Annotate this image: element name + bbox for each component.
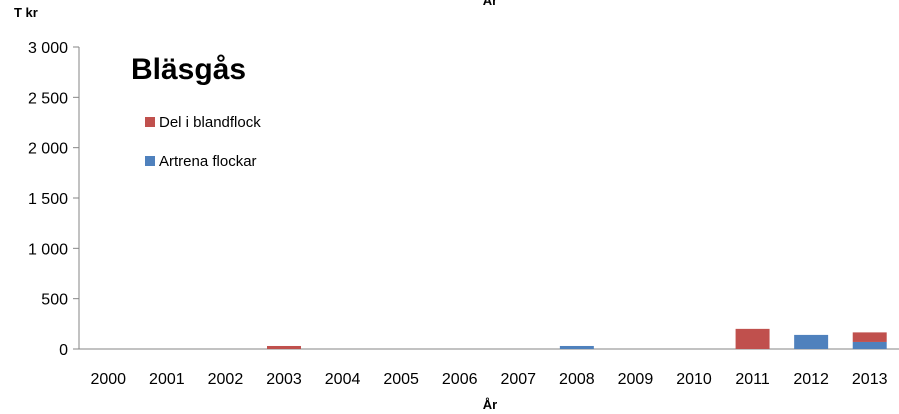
x-tick-label: 2011 [735, 371, 770, 388]
bar-del-i-blandflock-2013 [852, 332, 887, 342]
x-tick-label: 2009 [618, 371, 654, 388]
bar-del-i-blandflock-2011 [735, 328, 770, 349]
y-axis: 0 500 1 000 1 500 2 000 2 500 3 000 [28, 40, 80, 359]
bar-artrena-flockar-2008 [559, 345, 594, 349]
bar-artrena-flockar-2012 [794, 334, 829, 349]
x-tick-label: 2000 [90, 371, 126, 388]
x-tick-label: 2013 [852, 371, 888, 388]
x-tick-label: 2010 [676, 371, 712, 388]
legend-label-artrena-flockar: Artrena flockar [159, 153, 257, 170]
x-tick-label: 2012 [793, 371, 829, 388]
x-axis: 2000 2001 2002 2003 2004 2005 2006 2007 2008 2009… [79, 348, 899, 388]
bar-del-i-blandflock-2003 [267, 345, 301, 349]
chart-title: Bläsgås [131, 53, 246, 86]
legend-swatch-del-i-blandflock [145, 117, 155, 127]
y-tick-label: 2 500 [28, 90, 68, 107]
y-tick-label: 500 [41, 292, 68, 309]
x-tick-label: 2006 [442, 371, 478, 388]
y-tick-label: 3 000 [28, 40, 68, 57]
legend-label-del-i-blandflock: Del i blandflock [159, 114, 261, 131]
legend: Del i blandflock Artrena flockar [145, 114, 261, 170]
x-tick-label: 2002 [208, 371, 244, 388]
bar-artrena-flockar-2013 [852, 341, 887, 349]
x-tick-label: 2008 [559, 371, 595, 388]
x-axis-title: År [483, 397, 497, 412]
legend-swatch-artrena-flockar [145, 156, 155, 166]
x-tick-label: 2001 [149, 371, 185, 388]
x-tick-label: 2005 [383, 371, 419, 388]
y-tick-label: 0 [59, 342, 68, 359]
y-tick-label: 1 500 [28, 191, 68, 208]
bars [267, 328, 887, 349]
x-tick-label: 2003 [266, 371, 302, 388]
y-axis-title: T kr [14, 5, 38, 20]
y-tick-label: 2 000 [28, 141, 68, 158]
top-axis-label: År [483, 0, 497, 8]
x-tick-label: 2007 [500, 371, 536, 388]
x-tick-label: 2004 [325, 371, 361, 388]
y-tick-label: 1 000 [28, 241, 68, 258]
